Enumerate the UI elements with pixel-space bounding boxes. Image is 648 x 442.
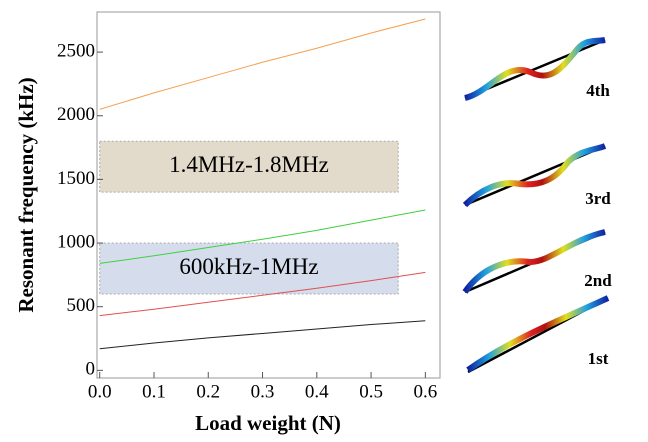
plot-frame [96,11,441,379]
band-label: 600kHz-1MHz [179,254,318,279]
x-tick-label: 0.1 [142,381,166,402]
band [99,140,399,193]
y-tick-label: 1500 [57,168,95,189]
line [99,271,426,317]
mode-label: 2nd [584,271,612,290]
mode-shape-3 [462,143,607,208]
y-tick-label: 2000 [57,104,95,125]
mode-shape-4 [464,37,606,101]
x-tick-label: 0.3 [251,381,275,402]
mode-shapes: 4th 3rd 2nd 1st [462,37,612,374]
x-tick-label: 0.4 [305,381,329,402]
x-tick-label: 0.2 [196,381,220,402]
line [99,209,426,264]
x-tick-label: 0.6 [413,381,437,402]
y-tick-label: 1000 [57,231,95,252]
mode-label: 3rd [585,189,611,208]
mode-shape-1 [466,295,610,374]
mode-label: 4th [586,81,610,100]
band-label: 1.4MHz-1.8MHz [169,152,329,177]
y-tick-label: 2500 [57,40,95,61]
line [99,320,426,350]
x-tick-label: 0.0 [88,381,112,402]
y-tick-label: 500 [67,295,96,316]
line [99,18,426,110]
plot: 1.4MHz-1.8MHz 600kHz-1MHz 0 500 1000 1500 2000… [57,11,441,402]
mode-label: 1st [588,349,609,368]
band [99,242,399,295]
x-axis-label: Load weight (N) [195,411,341,435]
x-tick-label: 0.5 [359,381,383,402]
y-tick-label: 0 [86,359,96,380]
mode-shape-2 [462,229,606,294]
y-axis-label: Resonant frequency (kHz) [14,77,38,312]
